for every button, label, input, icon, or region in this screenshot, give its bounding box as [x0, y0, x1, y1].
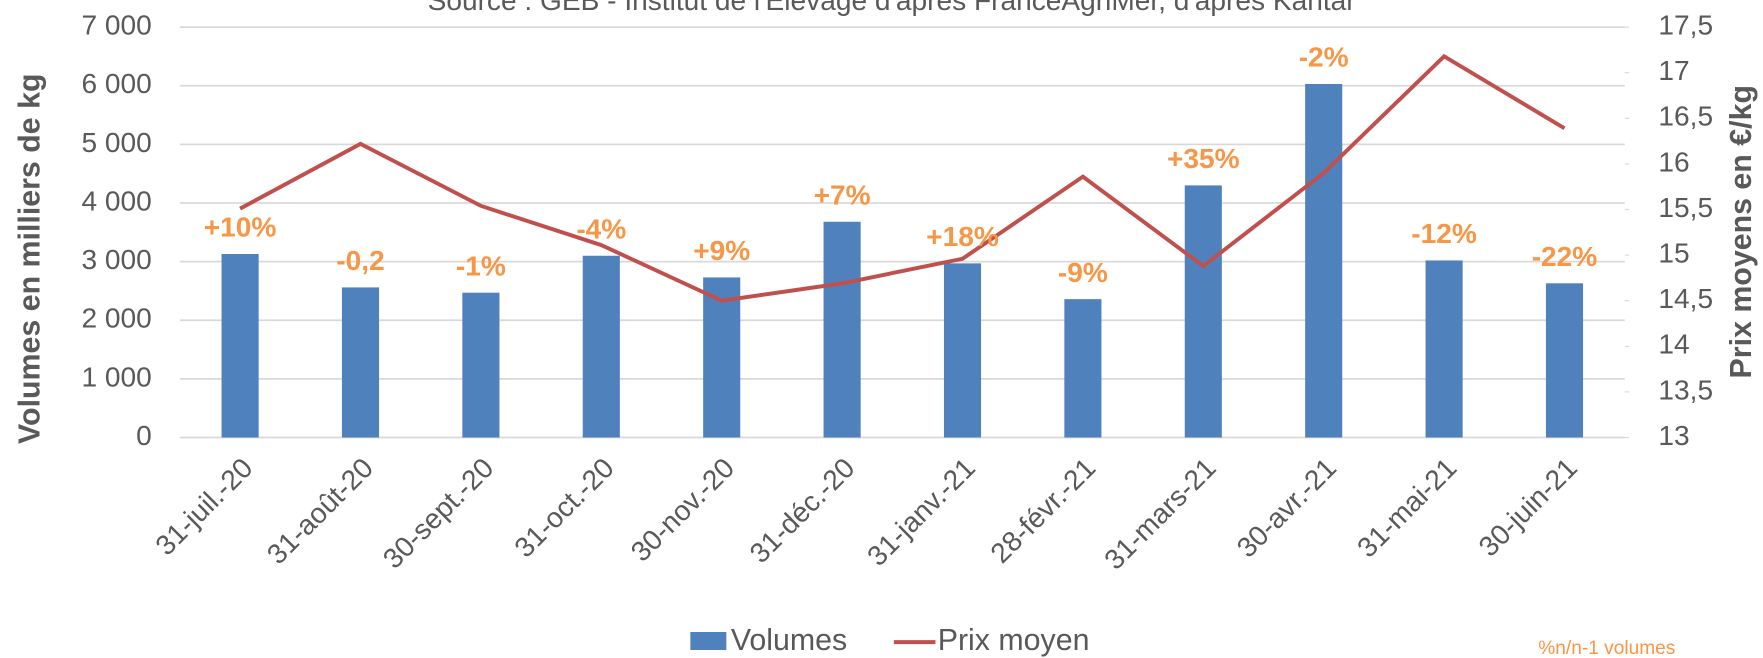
bar — [221, 253, 259, 438]
y2-tick-label: 16,5 — [1658, 101, 1713, 132]
x-tick-label: 31-juil.-20 — [149, 452, 258, 561]
x-tick-label: 30-avr.-21 — [1231, 452, 1342, 563]
bar — [462, 292, 500, 438]
y-tick-label: 2 000 — [81, 303, 151, 334]
y2-tick-label: 17,5 — [1658, 10, 1713, 41]
bar-annotation: +10% — [204, 212, 277, 243]
y-tick-label: 5 000 — [81, 127, 151, 158]
bar — [823, 221, 861, 438]
bar-annotation: +35% — [1167, 143, 1240, 174]
bar-annotation: -2% — [1299, 42, 1349, 73]
bar — [1545, 283, 1584, 438]
x-tick-label: 30-juin-21 — [1473, 452, 1583, 562]
price-line — [239, 53, 1566, 303]
y2-tick-label: 15,5 — [1658, 192, 1713, 223]
bar — [582, 255, 620, 438]
legend-label: Volumes — [731, 624, 847, 657]
bar-annotation: +18% — [926, 221, 999, 252]
x-tick-label: 31-janv.-21 — [861, 452, 981, 572]
y-tick-label: 7 000 — [81, 10, 151, 41]
y-tick-label: 3 000 — [81, 244, 151, 275]
subtitle: Source : GEB - Institut de l'Elevage d'a… — [428, 0, 1356, 16]
x-tick-label: 31-déc.-20 — [744, 452, 861, 569]
y-tick-label: 0 — [136, 420, 152, 451]
legend-swatch — [690, 632, 727, 651]
y2-tick-label: 14,5 — [1658, 283, 1713, 314]
bar-annotation: -0,2 — [336, 245, 384, 276]
x-tick-label: 31-oct.-20 — [508, 452, 619, 563]
bar-annotation: -4% — [576, 213, 626, 244]
bar — [703, 277, 741, 438]
y2-tick-label: 17 — [1658, 55, 1689, 86]
y-tick-label: 4 000 — [81, 185, 151, 216]
footnote: %n/n-1 volumes — [1538, 638, 1675, 658]
bar-annotation: -22% — [1532, 241, 1598, 272]
y-tick-label: 6 000 — [81, 68, 151, 99]
y2-axis-label: Prix moyens en €/kg — [1725, 85, 1758, 378]
bar — [1184, 185, 1222, 438]
x-tick-label: 31-août-20 — [261, 452, 379, 570]
y2-tick-label: 13 — [1658, 420, 1689, 451]
bar-annotation: -9% — [1058, 257, 1108, 288]
bar — [1305, 83, 1343, 438]
y2-tick-label: 13,5 — [1658, 374, 1713, 405]
bar — [1425, 260, 1463, 438]
bar-annotation: -1% — [456, 250, 506, 281]
y2-tick-label: 15 — [1658, 238, 1689, 269]
y-axis-label: Volumes en milliers de kg — [13, 74, 46, 444]
y2-tick-label: 16 — [1658, 146, 1689, 177]
bar — [943, 263, 982, 438]
bar-annotation: +9% — [693, 235, 750, 266]
x-tick-label: 28-févr.-21 — [985, 452, 1102, 569]
bar-annotation: +7% — [814, 179, 871, 210]
bar-annotation: -12% — [1411, 218, 1477, 249]
x-tick-label: 31-mai-21 — [1351, 452, 1462, 563]
bar — [341, 287, 380, 438]
y-tick-label: 1 000 — [81, 361, 151, 392]
y2-tick-label: 14 — [1658, 329, 1689, 360]
x-tick-label: 30-sept.-20 — [377, 452, 499, 574]
legend-label: Prix moyen — [938, 624, 1090, 657]
bar — [1064, 299, 1102, 438]
x-tick-label: 30-nov.-20 — [625, 452, 740, 567]
x-tick-label: 31-mars-21 — [1098, 452, 1221, 575]
